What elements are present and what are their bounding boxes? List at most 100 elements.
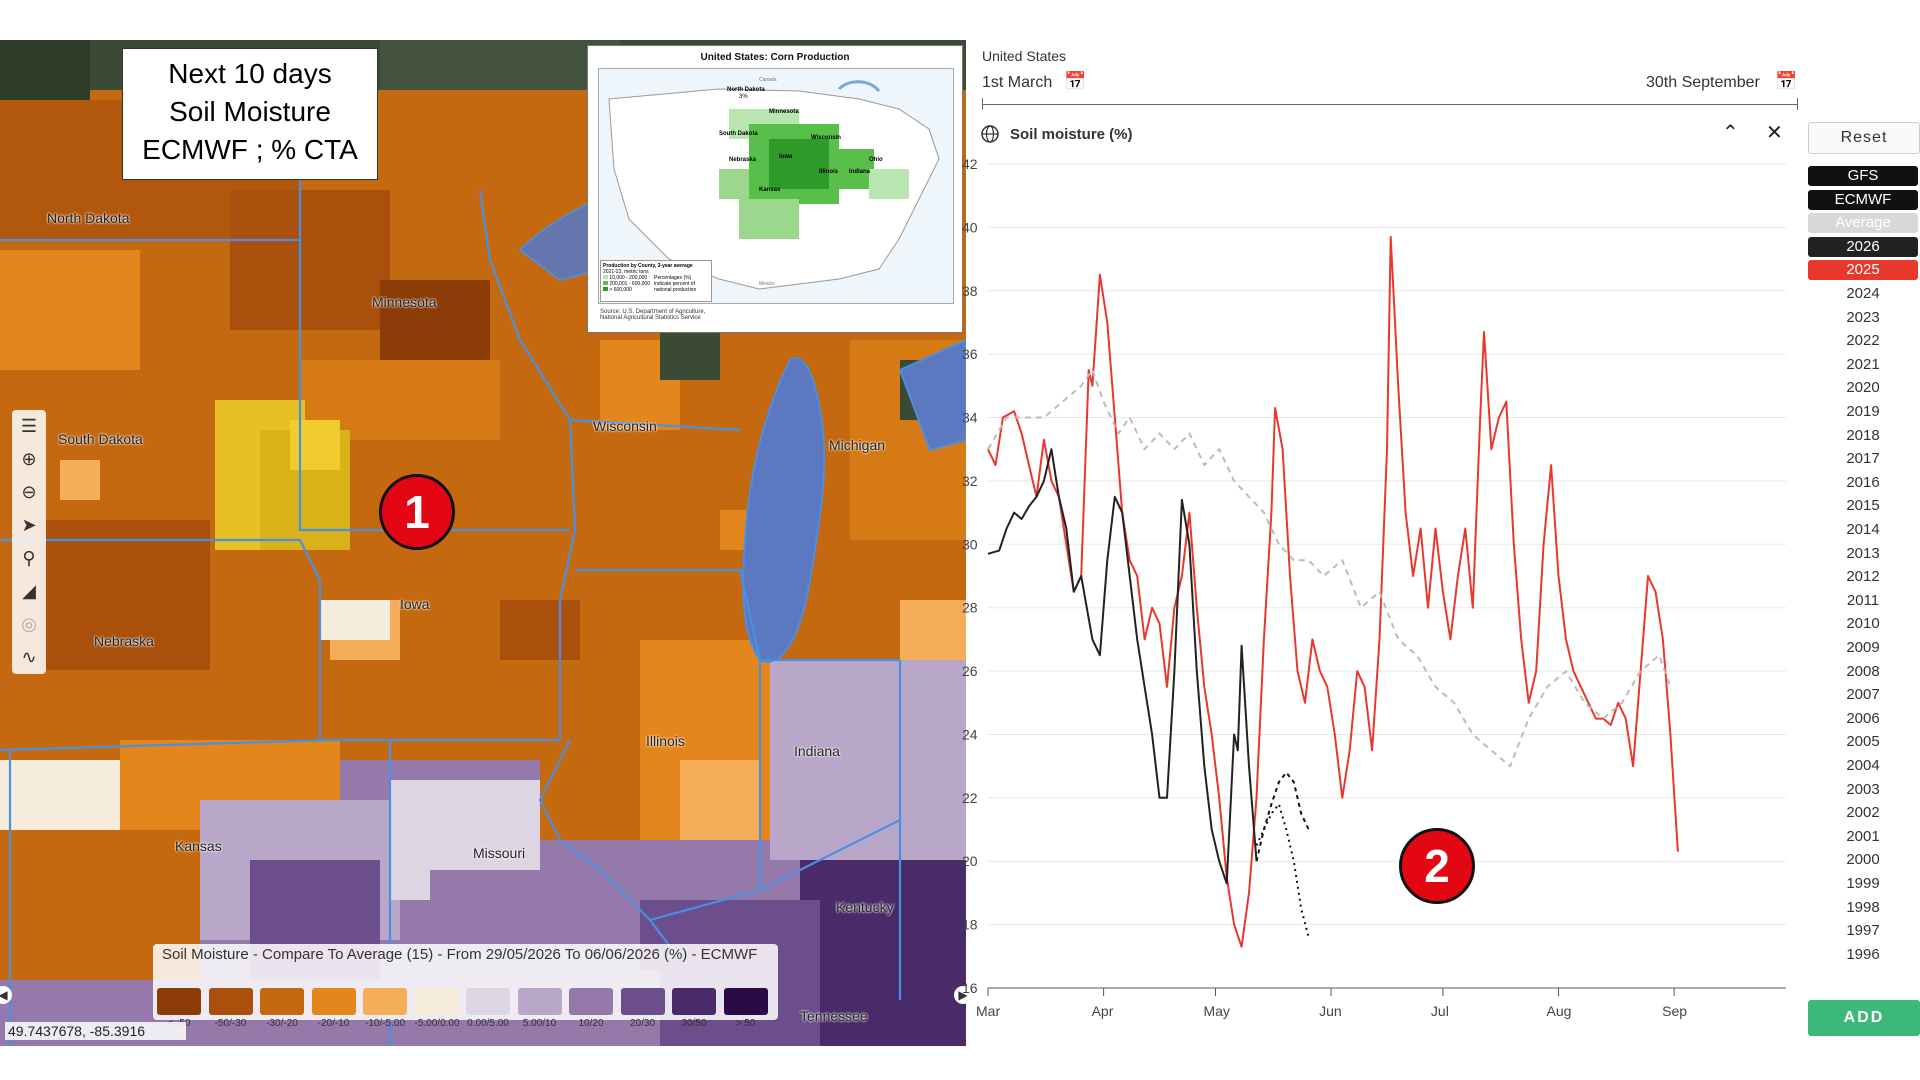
series-toggle-2002[interactable]: 2002 bbox=[1846, 804, 1880, 822]
inset-label-kansas: Kansas bbox=[759, 187, 781, 193]
inset-label-illinois: Illinois bbox=[819, 169, 839, 175]
legend-swatch bbox=[311, 988, 356, 1015]
series-toggle-2021[interactable]: 2021 bbox=[1846, 355, 1880, 373]
series-toggle-1996[interactable]: 1996 bbox=[1846, 945, 1880, 963]
series-toggle-2023[interactable]: 2023 bbox=[1846, 308, 1880, 326]
series-toggle-2025[interactable]: 2025 bbox=[1808, 260, 1918, 281]
series-toggle-1999[interactable]: 1999 bbox=[1846, 875, 1880, 892]
y-tick-label: 36 bbox=[962, 346, 978, 362]
country-label: United States bbox=[982, 48, 1067, 64]
locate-icon[interactable]: ◎ bbox=[21, 614, 37, 634]
series-toggle-1998[interactable]: 1998 bbox=[1846, 898, 1880, 916]
series-toggle-2007[interactable]: 2007 bbox=[1846, 686, 1880, 704]
state-label-illinois: Illinois bbox=[646, 733, 685, 749]
state-label-wisconsin: Wisconsin bbox=[593, 418, 657, 434]
legend-swatch-label: 5.00/10 bbox=[522, 1018, 557, 1029]
series-toggle-2011[interactable]: 2011 bbox=[1846, 591, 1880, 609]
inset-label-ohio: Ohio bbox=[869, 157, 883, 163]
inset-legend-item: 10,000 - 200,000 bbox=[609, 275, 648, 281]
zoom-out-icon[interactable]: ⊖ bbox=[21, 482, 37, 502]
chevron-left-icon[interactable]: ◀ bbox=[0, 986, 12, 1004]
zoom-in-icon[interactable]: ⊕ bbox=[21, 449, 37, 469]
inset-label-minnesota: Minnesota bbox=[769, 109, 799, 115]
layers-icon[interactable]: ☰ bbox=[20, 416, 38, 436]
inset-label-south-dakota: South Dakota bbox=[719, 131, 758, 137]
y-tick-label: 18 bbox=[962, 917, 978, 933]
measure-icon[interactable]: ◢ bbox=[22, 581, 36, 601]
series-toggle-average[interactable]: Average bbox=[1808, 213, 1918, 234]
series-toggle-gfs[interactable]: GFS bbox=[1808, 166, 1918, 186]
calendar-icon[interactable]: 📅 bbox=[1064, 71, 1087, 91]
y-tick-label: 28 bbox=[962, 600, 978, 616]
add-button[interactable]: ADD bbox=[1808, 1000, 1920, 1036]
series-toggle-2003[interactable]: 2003 bbox=[1846, 780, 1880, 798]
series-toggle-2005[interactable]: 2005 bbox=[1846, 733, 1880, 751]
series-toggle-2013[interactable]: 2013 bbox=[1846, 544, 1880, 562]
inset-label-north-dakota: North Dakota bbox=[727, 87, 765, 93]
series-toggle-2012[interactable]: 2012 bbox=[1846, 568, 1880, 586]
series-toggle-2014[interactable]: 2014 bbox=[1846, 521, 1880, 538]
legend-swatch bbox=[672, 988, 716, 1015]
close-icon[interactable]: ✕ bbox=[1766, 122, 1783, 144]
inset-label-wisconsin: Wisconsin bbox=[811, 135, 841, 141]
series-toggle-2026[interactable]: 2026 bbox=[1808, 236, 1918, 257]
y-tick-label: 32 bbox=[962, 473, 978, 489]
series-line-ecmwf bbox=[1255, 803, 1310, 938]
series-toggle-2006[interactable]: 2006 bbox=[1846, 709, 1880, 727]
legend-swatch-label: 10/20 bbox=[578, 1018, 604, 1029]
chevron-right-icon[interactable]: ▶ bbox=[954, 986, 972, 1004]
legend-swatch-label: 30/50 bbox=[681, 1018, 707, 1029]
legend-title: Soil Moisture - Compare To Average (15) … bbox=[162, 946, 758, 963]
legend-swatch bbox=[208, 988, 253, 1015]
series-toggle-2024[interactable]: 2024 bbox=[1846, 285, 1880, 302]
y-tick-label: 24 bbox=[962, 726, 978, 742]
inset-source: Source: U.S. Department of Agriculture, … bbox=[600, 309, 706, 321]
state-label-minnesota: Minnesota bbox=[372, 294, 437, 310]
series-toggle-ecmwf[interactable]: ECMWF bbox=[1808, 189, 1918, 210]
navigate-icon[interactable]: ➤ bbox=[21, 515, 37, 535]
inset-label-nebraska: Nebraska bbox=[729, 157, 757, 163]
state-label-kansas: Kansas bbox=[175, 838, 222, 854]
calendar-icon[interactable]: 📅 bbox=[1775, 71, 1798, 91]
globe-icon bbox=[981, 125, 999, 143]
state-label-missouri: Missouri bbox=[473, 845, 526, 861]
legend-swatch bbox=[723, 988, 768, 1015]
start-date[interactable]: 1st March bbox=[982, 74, 1053, 91]
series-toggle-2004[interactable]: 2004 bbox=[1846, 757, 1880, 774]
range-handle-end[interactable] bbox=[1797, 98, 1798, 110]
series-toggle-2019[interactable]: 2019 bbox=[1846, 403, 1880, 420]
chevron-up-icon[interactable]: ⌃ bbox=[1722, 122, 1739, 144]
marker-one: 1 bbox=[379, 474, 455, 550]
series-toggle-2009[interactable]: 2009 bbox=[1846, 639, 1880, 656]
series-toggle-2022[interactable]: 2022 bbox=[1846, 332, 1880, 350]
end-date[interactable]: 30th September bbox=[1646, 74, 1760, 91]
range-handle-start[interactable] bbox=[982, 98, 983, 110]
legend-swatch bbox=[260, 988, 304, 1015]
series-toggle-1997[interactable]: 1997 bbox=[1846, 922, 1880, 940]
series-toggle-2018[interactable]: 2018 bbox=[1846, 426, 1880, 444]
legend-swatch-label: 0.00/5.00 bbox=[467, 1018, 509, 1029]
series-toggle-2008[interactable]: 2008 bbox=[1846, 662, 1880, 680]
legend-swatch-label: -10/-5.00 bbox=[364, 1018, 406, 1029]
map-title-line: Soil Moisture bbox=[169, 96, 331, 127]
x-tick-label: May bbox=[1203, 1003, 1229, 1019]
state-label-south-dakota: South Dakota bbox=[58, 431, 143, 447]
series-line-2025 bbox=[987, 235, 1679, 948]
search-icon[interactable]: ⚲ bbox=[22, 548, 36, 568]
series-toggle-2017[interactable]: 2017 bbox=[1846, 450, 1880, 468]
legend-swatch-label: 20/30 bbox=[629, 1018, 656, 1029]
series-toggle-2000[interactable]: 2000 bbox=[1846, 851, 1880, 869]
series-toggle-2015[interactable]: 2015 bbox=[1846, 497, 1880, 515]
chart-title: Soil moisture (%) bbox=[1010, 126, 1133, 143]
series-toggle-2001[interactable]: 2001 bbox=[1846, 827, 1880, 845]
y-tick-label: 22 bbox=[962, 790, 978, 806]
legend-swatch-label: -5.00/0.00 bbox=[414, 1018, 460, 1029]
series-toggle-2020[interactable]: 2020 bbox=[1846, 379, 1880, 397]
draw-icon[interactable]: ∿ bbox=[21, 647, 37, 667]
state-label-iowa: Iowa bbox=[400, 596, 430, 612]
reset-button[interactable]: Reset bbox=[1808, 122, 1920, 154]
series-toggle-2010[interactable]: 2010 bbox=[1846, 615, 1880, 633]
series-toggle-2016[interactable]: 2016 bbox=[1846, 473, 1880, 491]
series-line-gfs bbox=[1255, 771, 1310, 862]
date-range-slider[interactable] bbox=[982, 104, 1798, 105]
